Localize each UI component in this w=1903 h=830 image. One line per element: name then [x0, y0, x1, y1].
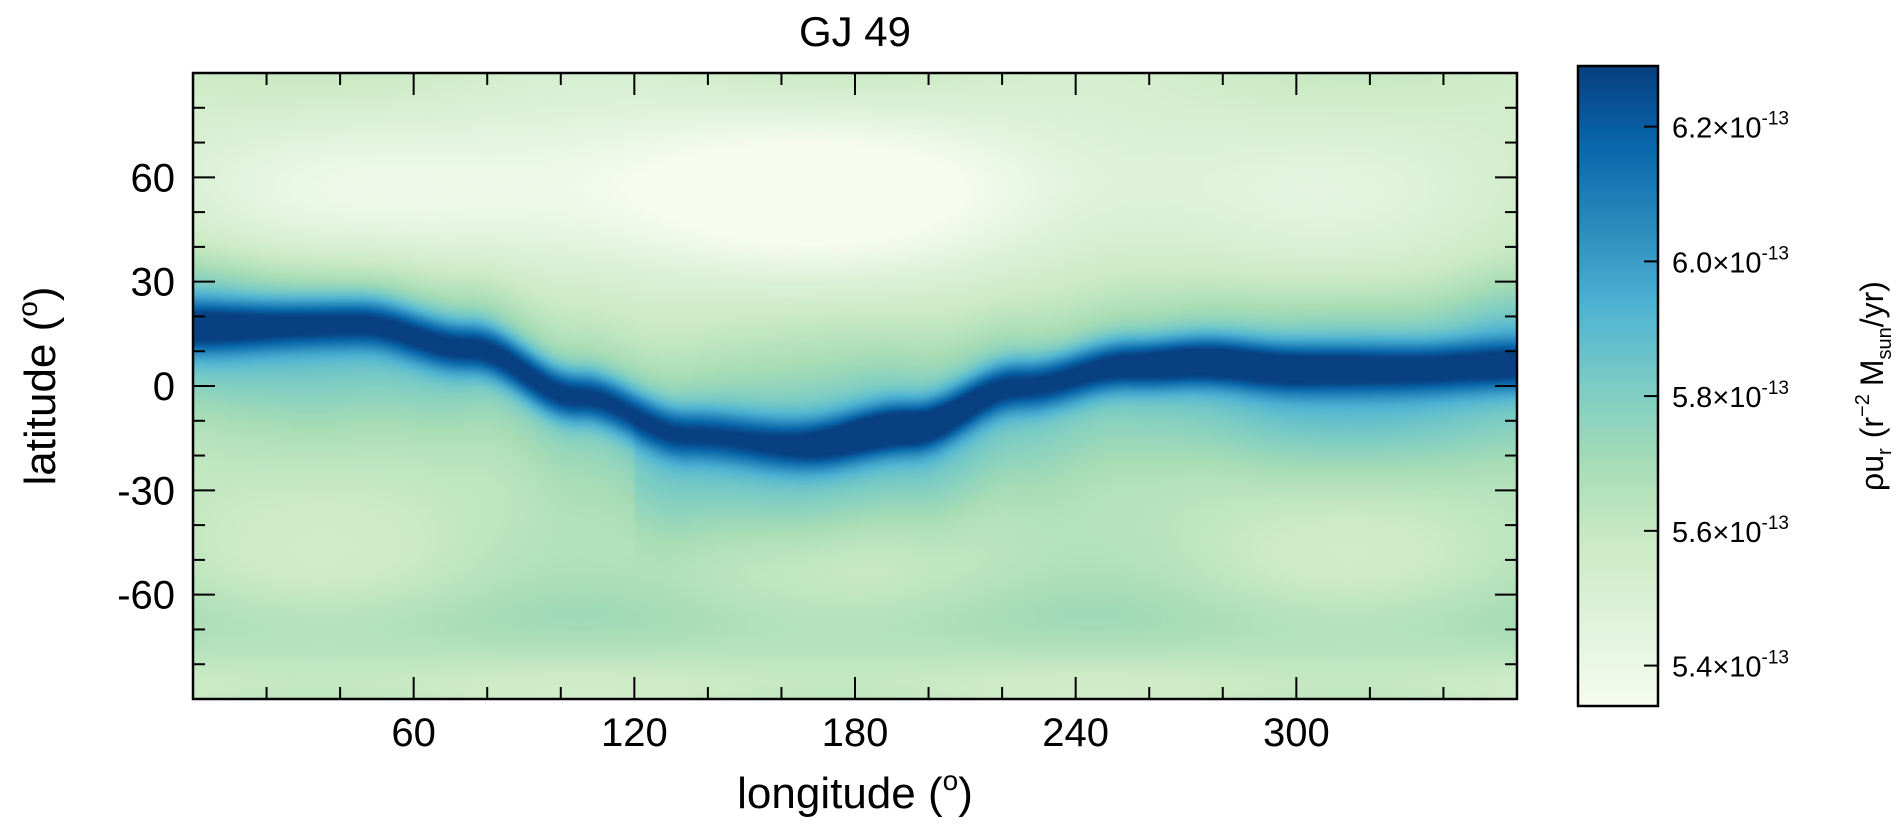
heatmap — [193, 73, 1517, 699]
y-axis-label-text: latitude — [16, 344, 65, 486]
x-tick-label: 60 — [391, 711, 436, 755]
y-tick-label: -60 — [117, 574, 175, 618]
x-axis-label: longitude (o) — [737, 765, 973, 818]
y-axis-tick-labels: 60 30 0 -30 -60 — [117, 156, 175, 617]
x-tick-label: 240 — [1042, 711, 1109, 755]
y-tick-label: 0 — [153, 365, 175, 409]
x-axis-label-text: longitude — [737, 769, 916, 818]
y-tick-label: -30 — [117, 469, 175, 513]
y-axis-label-unit: o — [12, 301, 43, 317]
colorbar: 6.2×10-13 6.0×10-13 5.8×10-13 5.6×10-13 5.4×… — [1576, 64, 1789, 708]
x-axis-ticks — [265, 73, 1445, 699]
x-axis-label-unit: o — [943, 765, 959, 796]
colorbar-tick-labels: 6.2×10-13 6.0×10-13 5.8×10-13 5.6×10-13 5.4×… — [1672, 109, 1789, 684]
x-tick-label: 120 — [601, 711, 668, 755]
x-tick-label: 180 — [822, 711, 889, 755]
y-tick-label: 30 — [131, 261, 176, 305]
colorbar-frame — [1576, 64, 1660, 708]
chart-title: GJ 49 — [799, 8, 911, 55]
colorbar-tick-label: 6.2×10-13 — [1672, 109, 1789, 145]
y-axis-label: latitude (o) — [12, 286, 65, 485]
colorbar-gradient — [1578, 66, 1658, 706]
colorbar-tick-label: 5.8×10-13 — [1672, 378, 1789, 414]
colorbar-tick-label: 6.0×10-13 — [1672, 243, 1789, 279]
y-tick-label: 60 — [131, 156, 176, 200]
plot-area — [191, 71, 1519, 701]
y-axis-ticks — [193, 106, 1517, 666]
colorbar-tick-label: 5.4×10-13 — [1672, 648, 1789, 684]
colorbar-tick-label: 5.6×10-13 — [1672, 513, 1789, 549]
colorbar-label: ρur(r−2Msun/yr) — [1852, 281, 1896, 491]
colorbar-ticks — [1644, 125, 1658, 667]
x-axis-tick-labels: 60 120 180 240 300 — [391, 711, 1329, 755]
x-tick-label: 300 — [1263, 711, 1330, 755]
